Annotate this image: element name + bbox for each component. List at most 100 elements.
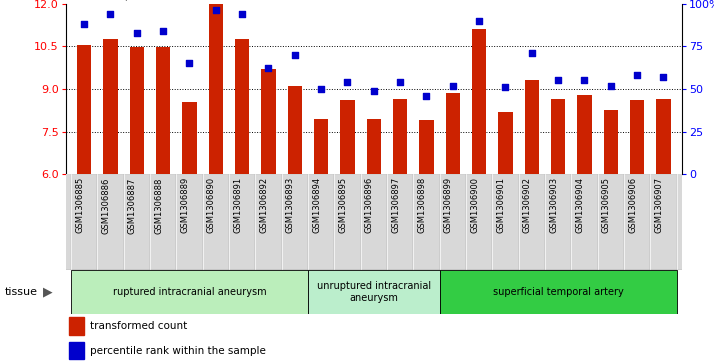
- Point: [421, 93, 432, 99]
- Bar: [281, 174, 308, 270]
- Point: [605, 83, 616, 89]
- Bar: [525, 80, 539, 174]
- Text: GSM1306894: GSM1306894: [312, 177, 321, 233]
- Bar: [104, 39, 118, 174]
- Text: GSM1306892: GSM1306892: [259, 177, 268, 233]
- Bar: [69, 342, 84, 359]
- Point: [553, 77, 564, 83]
- Point: [447, 83, 458, 89]
- Point: [473, 18, 485, 24]
- Point: [394, 79, 406, 85]
- Text: GSM1306893: GSM1306893: [286, 177, 295, 233]
- Point: [79, 21, 90, 27]
- Text: percentile rank within the sample: percentile rank within the sample: [91, 346, 266, 355]
- Bar: [288, 86, 302, 174]
- Text: GSM1306896: GSM1306896: [365, 177, 374, 233]
- Bar: [308, 174, 334, 270]
- Bar: [182, 102, 196, 174]
- Point: [105, 11, 116, 17]
- Bar: [203, 174, 229, 270]
- Bar: [650, 174, 677, 270]
- Bar: [256, 174, 281, 270]
- Text: unruptured intracranial
aneurysm: unruptured intracranial aneurysm: [317, 281, 431, 303]
- Text: ▶: ▶: [43, 286, 53, 299]
- Bar: [340, 100, 355, 174]
- Bar: [124, 174, 150, 270]
- Text: GDS5186 / 35979: GDS5186 / 35979: [59, 0, 176, 2]
- Bar: [446, 93, 460, 174]
- Text: transformed count: transformed count: [91, 321, 188, 331]
- Text: GSM1306897: GSM1306897: [391, 177, 400, 233]
- Point: [579, 77, 590, 83]
- Point: [236, 11, 248, 17]
- Bar: [577, 95, 592, 174]
- Bar: [545, 174, 571, 270]
- Bar: [440, 174, 466, 270]
- Text: GSM1306898: GSM1306898: [418, 177, 426, 233]
- Bar: [261, 69, 276, 174]
- Point: [263, 66, 274, 72]
- Point: [658, 74, 669, 80]
- Text: GSM1306907: GSM1306907: [655, 177, 663, 233]
- Text: GSM1306891: GSM1306891: [233, 177, 242, 233]
- Text: tissue: tissue: [5, 287, 38, 297]
- Text: GSM1306903: GSM1306903: [549, 177, 558, 233]
- FancyBboxPatch shape: [71, 270, 308, 314]
- Bar: [571, 174, 598, 270]
- Bar: [150, 174, 176, 270]
- Bar: [518, 174, 545, 270]
- Bar: [314, 119, 328, 174]
- Bar: [603, 110, 618, 174]
- Point: [289, 52, 301, 58]
- Bar: [235, 39, 249, 174]
- Bar: [393, 99, 408, 174]
- Point: [210, 8, 221, 13]
- Bar: [624, 174, 650, 270]
- Text: GSM1306900: GSM1306900: [470, 177, 479, 233]
- Bar: [472, 29, 486, 174]
- Text: GSM1306887: GSM1306887: [128, 177, 137, 233]
- Bar: [208, 4, 223, 174]
- Text: GSM1306888: GSM1306888: [154, 177, 163, 233]
- Text: GSM1306904: GSM1306904: [575, 177, 585, 233]
- Bar: [419, 120, 433, 174]
- Text: GSM1306906: GSM1306906: [628, 177, 637, 233]
- Text: GSM1306889: GSM1306889: [181, 177, 189, 233]
- Text: GSM1306902: GSM1306902: [523, 177, 532, 233]
- Bar: [387, 174, 413, 270]
- Point: [368, 88, 380, 94]
- Point: [631, 72, 643, 78]
- Text: superficial temporal artery: superficial temporal artery: [493, 287, 623, 297]
- Bar: [71, 174, 97, 270]
- Bar: [598, 174, 624, 270]
- Bar: [551, 99, 565, 174]
- Bar: [156, 47, 171, 174]
- Point: [183, 60, 195, 66]
- Bar: [630, 100, 644, 174]
- Bar: [129, 47, 144, 174]
- Bar: [656, 99, 670, 174]
- Point: [500, 84, 511, 90]
- Point: [526, 50, 538, 56]
- Bar: [176, 174, 203, 270]
- Text: GSM1306886: GSM1306886: [101, 177, 111, 233]
- Bar: [498, 112, 513, 174]
- Text: GSM1306901: GSM1306901: [496, 177, 506, 233]
- Bar: [466, 174, 492, 270]
- Point: [342, 79, 353, 85]
- Bar: [361, 174, 387, 270]
- Point: [131, 30, 143, 36]
- Bar: [334, 174, 361, 270]
- Bar: [229, 174, 256, 270]
- Bar: [413, 174, 440, 270]
- Bar: [366, 119, 381, 174]
- Point: [316, 86, 327, 92]
- Text: GSM1306905: GSM1306905: [602, 177, 610, 233]
- Text: GSM1306895: GSM1306895: [338, 177, 348, 233]
- Text: GSM1306899: GSM1306899: [444, 177, 453, 233]
- Bar: [69, 317, 84, 335]
- FancyBboxPatch shape: [308, 270, 440, 314]
- Text: GSM1306885: GSM1306885: [75, 177, 84, 233]
- FancyBboxPatch shape: [440, 270, 677, 314]
- Bar: [97, 174, 124, 270]
